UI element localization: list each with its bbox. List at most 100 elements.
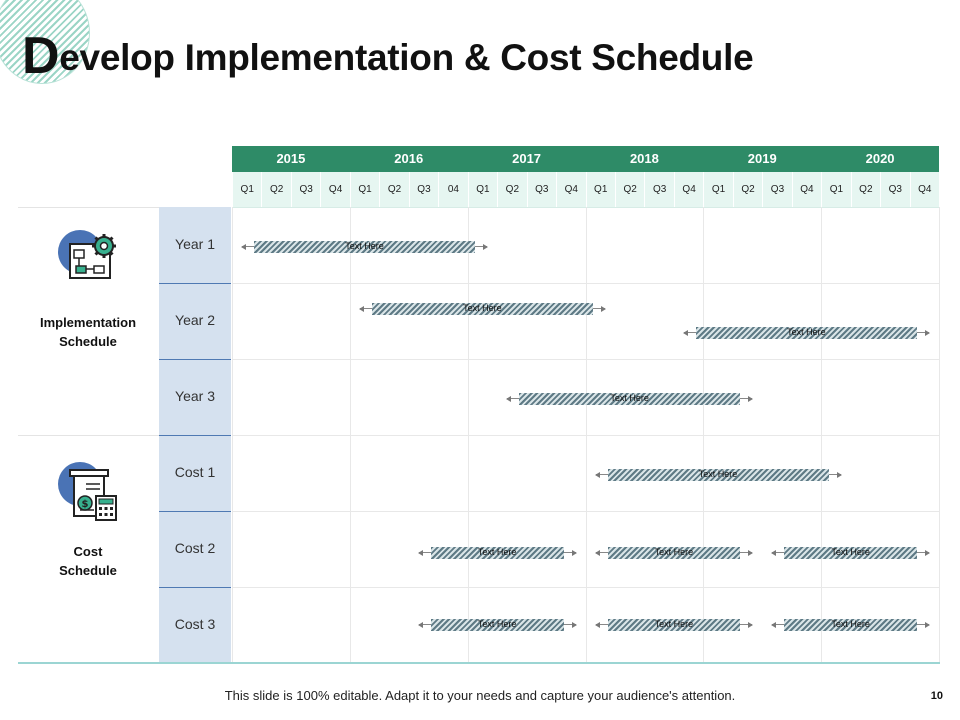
year-label: 2018 [629, 151, 659, 166]
gantt-bar: Text Here [358, 303, 606, 315]
quarter-label: Q3 [762, 172, 791, 207]
bar-fill [607, 547, 741, 559]
row-label: Year 2 [175, 312, 215, 328]
gantt-bar: Text Here [594, 619, 754, 631]
quarter-label: Q1 [349, 172, 379, 207]
implementation-schedule-label: Implementation Schedule [18, 313, 158, 351]
arrow-left-icon [594, 472, 600, 478]
quarter-label: Q1 [821, 172, 850, 207]
bar-fill [371, 303, 593, 315]
bar-fill [430, 547, 564, 559]
year-header-row: 2015 2016 2017 2018 2019 2020 [232, 146, 939, 172]
quarter-label: 04 [438, 172, 467, 207]
row-label-column: Year 1 Year 2 Year 3 Cost 1 Cost 2 Cost 3 [159, 207, 231, 663]
bar-text: Text Here [654, 619, 694, 629]
arrow-right-icon [748, 622, 754, 628]
bar-fill [784, 619, 917, 631]
bar-text: Text Here [831, 547, 870, 557]
bar-fill [607, 469, 829, 481]
divider-middle [18, 435, 159, 436]
arrow-left-icon [771, 550, 777, 556]
arrow-left-icon [241, 244, 246, 250]
footer-text: This slide is 100% editable. Adapt it to… [224, 688, 736, 703]
quarter-label: Q3 [644, 172, 673, 207]
cost-schedule-label: Cost Schedule [18, 542, 158, 580]
quarter-label: Q1 [585, 172, 615, 207]
quarter-label: Q3 [408, 172, 438, 207]
arrow-right-icon [483, 244, 489, 250]
bar-fill [784, 547, 917, 559]
row-separator [159, 359, 231, 360]
quarter-label: Q1 [232, 172, 261, 207]
quarter-label: Q1 [467, 172, 497, 207]
gantt-bar: Text Here [771, 619, 930, 631]
row-separator [159, 587, 231, 588]
row-label: Cost 2 [174, 540, 216, 556]
row-separator [159, 283, 231, 284]
quarter-label: Q2 [379, 172, 408, 207]
gantt-bar: Text Here [417, 547, 577, 559]
quarter-label: Q2 [850, 172, 880, 207]
page-title: Develop Implementation & Cost Schedule [22, 26, 754, 86]
bar-fill [254, 241, 476, 253]
year-label: 2020 [865, 151, 895, 166]
gantt-bar: Text Here [417, 619, 577, 631]
arrow-left-icon [771, 622, 777, 628]
arrow-left-icon [594, 622, 600, 628]
quarter-label: Q4 [556, 172, 585, 207]
quarter-label: Q2 [614, 172, 644, 207]
gantt-bar: Text Here [594, 469, 842, 481]
bar-fill [519, 393, 741, 405]
bar-fill [607, 619, 741, 631]
quarter-label: Q4 [320, 172, 349, 207]
divider-top [18, 207, 159, 208]
quarter-label: Q1 [703, 172, 732, 207]
receipt-calculator-icon: $ [58, 462, 117, 521]
svg-text:$: $ [82, 499, 89, 510]
arrow-left-icon [358, 306, 364, 312]
decorative-hatched-circle [0, 0, 90, 84]
gantt-bar: Text Here [506, 393, 754, 405]
grid-horizontal-line [232, 587, 939, 588]
quarter-label: Q2 [497, 172, 526, 207]
row-label: Year 3 [175, 388, 215, 404]
arrow-right-icon [925, 550, 930, 556]
bar-text: Text Here [477, 547, 517, 557]
year-label: 2017 [512, 151, 542, 166]
arrow-right-icon [600, 306, 606, 312]
bar-fill [695, 327, 917, 339]
bar-text: Text Here [787, 327, 826, 337]
row-label: Cost 3 [174, 616, 216, 632]
page-number: 10 [930, 690, 943, 702]
gantt-bar: Text Here [682, 327, 930, 339]
row-label: Year 1 [175, 236, 215, 252]
arrow-left-icon [417, 550, 423, 556]
grid-horizontal-line [232, 511, 939, 512]
year-label: 2019 [747, 151, 777, 166]
quarter-label: Q3 [526, 172, 556, 207]
arrow-right-icon [571, 622, 577, 628]
gantt-grid: Text Here Text Here Text Here Text Here Text… [232, 207, 940, 663]
gantt-bar: Text Here [771, 547, 930, 559]
arrow-right-icon [836, 472, 842, 478]
grid-horizontal-line [232, 359, 939, 360]
bar-text: Text Here [463, 303, 502, 313]
gantt-bar: Text Here [594, 547, 754, 559]
quarter-label: Q4 [673, 172, 703, 207]
blueprint-gear-icon [58, 230, 116, 279]
quarter-label: Q4 [909, 172, 939, 207]
row-separator [159, 511, 231, 512]
row-separator [159, 435, 231, 436]
divider-bottom [18, 662, 940, 664]
bar-text: Text Here [610, 393, 649, 403]
title-rest: evelop Implementation & Cost Schedule [59, 37, 754, 78]
group-label-line2: Schedule [59, 563, 117, 578]
quarter-header-row: Q1 Q2 Q3 Q4 Q1 Q2 Q3 04 Q1 Q2 Q3 Q4 Q1 Q2 Q3 Q4 Q1 Q2 Q3 Q4… [232, 172, 939, 208]
grid-vertical-line [939, 207, 940, 663]
arrow-left-icon [682, 330, 688, 336]
bar-text: Text Here [477, 619, 517, 629]
bar-text: Text Here [654, 547, 694, 557]
bar-text: Text Here [831, 619, 870, 629]
title-first-letter: D [22, 27, 60, 85]
bar-text: Text Here [345, 241, 384, 251]
